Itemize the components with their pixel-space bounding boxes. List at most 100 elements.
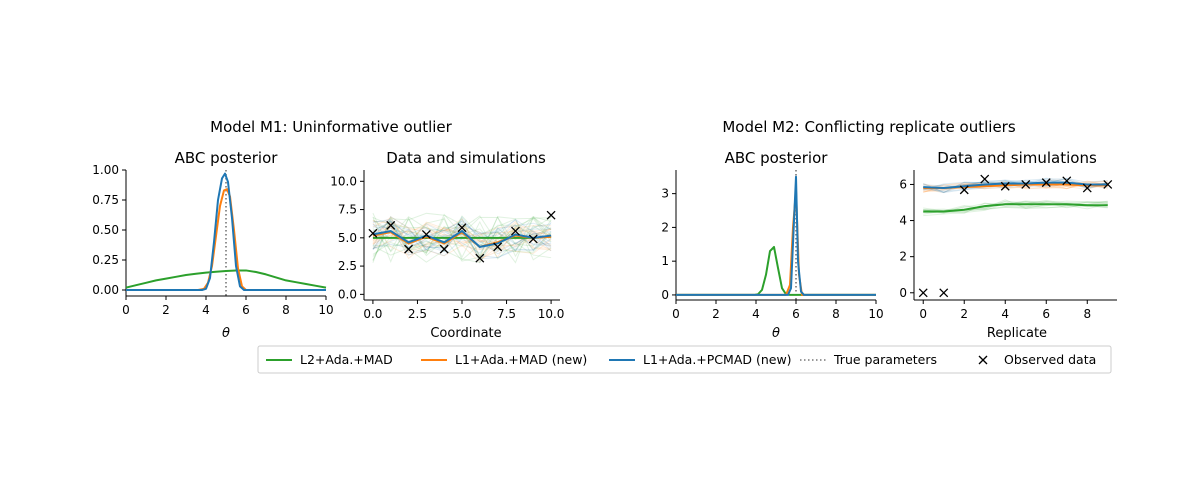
simulation-line — [923, 200, 1108, 212]
legend-swatch — [978, 355, 988, 365]
simulation-line — [372, 225, 552, 253]
y-tick-label: 4 — [899, 214, 907, 228]
x-tick-label: 4 — [1001, 307, 1009, 321]
simulation-line — [372, 222, 552, 252]
series-line — [126, 188, 326, 291]
simulation-line — [372, 218, 552, 243]
y-tick-label: 6 — [899, 177, 907, 191]
simulation-line — [923, 200, 1108, 217]
legend-item: L1+Ada.+PCMAD (new) — [609, 352, 792, 367]
y-tick-label: 0.25 — [92, 253, 119, 267]
x-tick-label: 0.0 — [363, 307, 382, 321]
x-axis-label: θ — [772, 326, 780, 341]
group-title-m1: Model M1: Uninformative outlier — [210, 118, 452, 136]
observed-point — [1000, 181, 1010, 191]
observed-point — [368, 228, 378, 238]
simulation-line — [372, 220, 552, 264]
chart-title: ABC posterior — [725, 149, 829, 167]
observed-point — [386, 220, 396, 230]
y-tick-label: 0 — [899, 286, 907, 300]
observed-point — [1082, 183, 1092, 193]
x-axis-label: θ — [222, 326, 230, 341]
chart-title: ABC posterior — [175, 149, 279, 167]
simulation-line — [372, 216, 552, 258]
y-tick-label: 5.0 — [338, 231, 357, 245]
y-tick-label: 10.0 — [330, 174, 357, 188]
x-tick-label: 0 — [919, 307, 927, 321]
x-tick-label: 2 — [712, 307, 720, 321]
series-line — [125, 269, 327, 289]
simulation-line — [372, 213, 552, 263]
chart-m2-posterior: ABC posterior θ 0 2 4 6 8 10 0 1 2 3 — [661, 149, 883, 341]
group-title-m2: Model M2: Conflicting replicate outliers — [722, 118, 1016, 136]
chart-m2-data: Data and simulations Replicate 0 2 4 6 8 0 2 4 6 — [899, 149, 1117, 341]
simulation-line — [372, 220, 552, 247]
observed-point — [1041, 178, 1051, 188]
simulation-line — [923, 203, 1108, 214]
observed-point — [939, 288, 949, 298]
legend-frame — [257, 345, 1112, 374]
simulation-line — [372, 216, 552, 257]
simulation-line — [372, 215, 552, 262]
x-tick-label: 4 — [752, 307, 760, 321]
x-axis-label: Replicate — [987, 326, 1047, 341]
y-tick-label: 0.00 — [92, 283, 119, 297]
x-tick-label: 6 — [792, 307, 800, 321]
x-tick-label: 10 — [318, 303, 333, 317]
legend-item: Observed data — [978, 352, 1096, 367]
y-tick-label: 0 — [661, 288, 669, 302]
simulation-line — [372, 215, 552, 255]
observed-point — [546, 210, 556, 220]
chart-m1-data: Data and simulations Coordinate 0.0 2.5 5.… — [330, 149, 564, 341]
chart-m1-posterior: ABC posterior θ 0 2 4 6 8 10 0.00 0.25 0.50 0.75 1… — [92, 149, 333, 341]
legend-label: True parameters — [833, 352, 937, 367]
y-tick-label: 7.5 — [338, 203, 357, 217]
x-tick-label: 10.0 — [538, 307, 565, 321]
x-tick-label: 5.0 — [452, 307, 471, 321]
y-tick-label: 1 — [661, 254, 669, 268]
y-tick-label: 0.50 — [92, 223, 119, 237]
legend-item: L1+Ada.+MAD (new) — [421, 352, 587, 367]
simulation-line — [923, 182, 1108, 193]
simulation-line — [372, 218, 552, 260]
chart-title: Data and simulations — [937, 149, 1097, 167]
simulation-line — [372, 216, 552, 255]
chart-title: Data and simulations — [386, 149, 546, 167]
simulation-line — [372, 225, 552, 249]
observed-point — [404, 244, 414, 254]
x-axis-label: Coordinate — [430, 326, 501, 341]
y-tick-label: 3 — [661, 187, 669, 201]
legend-label: L2+Ada.+MAD — [300, 352, 393, 367]
y-tick-label: 0.75 — [92, 193, 119, 207]
series-line — [126, 172, 326, 291]
observed-point — [421, 229, 431, 239]
simulation-line — [372, 219, 552, 252]
simulation-line — [372, 220, 552, 254]
legend-item: True parameters — [800, 352, 937, 367]
legend-item: L2+Ada.+MAD — [266, 352, 393, 367]
legend-label: Observed data — [1004, 352, 1096, 367]
simulation-line — [372, 222, 552, 259]
observed-point — [918, 288, 928, 298]
observed-point — [493, 242, 503, 252]
simulation-line — [372, 223, 552, 260]
observed-point — [980, 174, 990, 184]
simulation-line — [372, 215, 552, 261]
y-tick-label: 2 — [661, 220, 669, 234]
series-line — [923, 203, 1108, 213]
x-tick-label: 8 — [832, 307, 840, 321]
observed-point — [1062, 176, 1072, 186]
observed-point — [475, 253, 485, 263]
observed-point — [510, 226, 520, 236]
legend: L2+Ada.+MAD L1+Ada.+MAD (new) L1+Ada.+PCMA… — [257, 345, 1112, 374]
x-tick-label: 4 — [202, 303, 210, 317]
series-line — [923, 181, 1108, 190]
series-line — [676, 245, 876, 296]
y-tick-label: 2.5 — [338, 259, 357, 273]
x-tick-label: 0 — [122, 303, 130, 317]
simulation-line — [372, 216, 552, 264]
x-tick-label: 6 — [1042, 307, 1050, 321]
legend-label: L1+Ada.+PCMAD (new) — [643, 352, 792, 367]
observed-point — [1103, 179, 1113, 189]
